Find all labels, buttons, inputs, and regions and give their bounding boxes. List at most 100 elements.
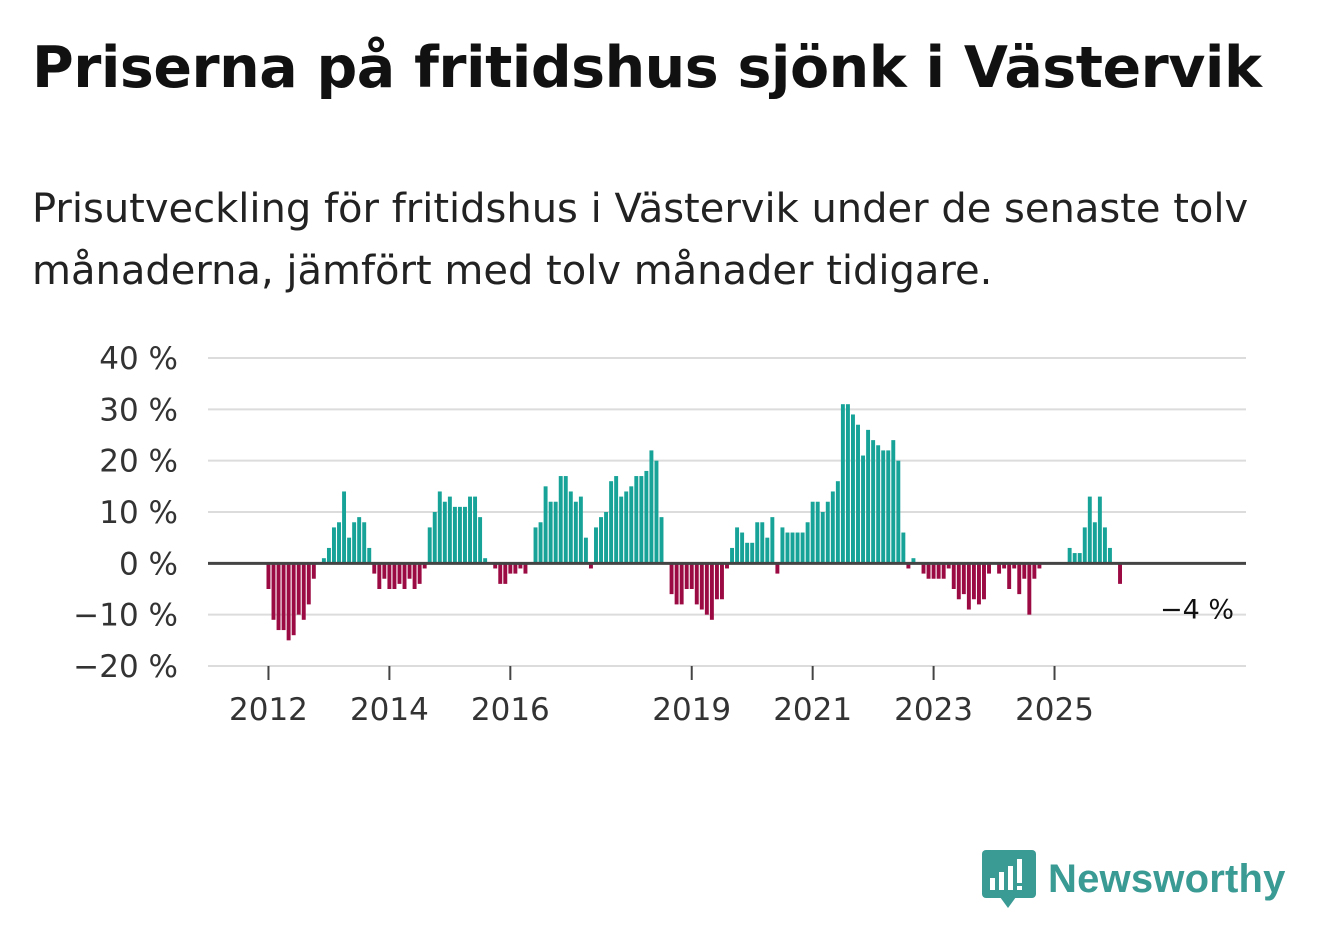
x-tick-label: 2021 bbox=[773, 692, 852, 728]
bar bbox=[982, 563, 986, 600]
bar bbox=[382, 563, 387, 579]
bar bbox=[447, 496, 452, 564]
bar bbox=[624, 491, 629, 564]
y-tick-label: 0 % bbox=[119, 546, 178, 582]
bar bbox=[563, 476, 568, 564]
bar bbox=[533, 527, 538, 564]
bar bbox=[1007, 563, 1012, 589]
bar bbox=[750, 542, 755, 564]
bar bbox=[871, 440, 876, 564]
bar bbox=[684, 563, 689, 589]
bar bbox=[1027, 563, 1032, 615]
bar bbox=[740, 532, 745, 564]
bar bbox=[422, 563, 427, 569]
bar bbox=[921, 563, 926, 574]
bar bbox=[1022, 563, 1027, 579]
last-value-annotation: −4 % bbox=[1160, 595, 1234, 626]
bar bbox=[800, 532, 805, 564]
bar bbox=[851, 414, 855, 564]
bar bbox=[437, 491, 442, 564]
bar bbox=[644, 470, 649, 564]
bar bbox=[387, 563, 392, 589]
bar bbox=[987, 563, 991, 574]
x-tick-label: 2014 bbox=[350, 692, 429, 728]
x-tick-label: 2016 bbox=[471, 692, 550, 728]
bar bbox=[785, 532, 790, 564]
bar bbox=[478, 517, 483, 564]
bar bbox=[654, 460, 659, 564]
bar bbox=[568, 491, 573, 564]
bar bbox=[588, 563, 593, 569]
bar bbox=[679, 563, 684, 605]
bar bbox=[1072, 553, 1077, 564]
bar bbox=[609, 481, 614, 564]
x-tick-label: 2025 bbox=[1015, 692, 1094, 728]
bar bbox=[795, 532, 800, 564]
bar-chart-speech-bubble-icon bbox=[982, 850, 1036, 908]
bar bbox=[745, 542, 750, 564]
bar bbox=[347, 537, 352, 564]
bar bbox=[845, 404, 850, 564]
bar bbox=[286, 563, 291, 641]
bar bbox=[674, 563, 679, 605]
bar bbox=[931, 563, 936, 579]
bar bbox=[861, 455, 866, 564]
bar bbox=[326, 547, 331, 564]
bar bbox=[906, 563, 911, 569]
bar bbox=[835, 481, 840, 564]
bar bbox=[498, 563, 503, 584]
bar-chart: 40 %30 %20 %10 %0 %−10 %−20 % 2012 2014 20… bbox=[73, 341, 1246, 728]
bar bbox=[1102, 527, 1107, 564]
bar bbox=[281, 563, 286, 631]
bar bbox=[780, 527, 785, 564]
y-tick-label: 40 % bbox=[99, 341, 178, 377]
bar bbox=[594, 527, 598, 564]
bar bbox=[468, 496, 472, 564]
bar bbox=[538, 522, 543, 564]
bar bbox=[966, 563, 971, 610]
bar bbox=[342, 491, 347, 564]
bar bbox=[790, 532, 795, 564]
bar bbox=[619, 496, 624, 564]
bar bbox=[337, 522, 341, 564]
bar bbox=[689, 563, 694, 589]
bar bbox=[553, 501, 558, 564]
bar bbox=[583, 537, 588, 564]
bar bbox=[377, 563, 382, 589]
bar bbox=[291, 563, 296, 636]
bar bbox=[508, 563, 513, 574]
bar bbox=[483, 558, 488, 564]
bar bbox=[1087, 496, 1092, 564]
bar bbox=[1037, 563, 1042, 569]
bar bbox=[820, 512, 825, 564]
chart-subtitle: Prisutveckling för fritidshus i Västervi… bbox=[32, 186, 1249, 294]
bar bbox=[775, 563, 780, 574]
y-axis-ticks: 40 % 30 % 20 % 10 % 0 % −10 % −20 % bbox=[73, 341, 178, 685]
bar bbox=[1067, 547, 1072, 564]
bar bbox=[896, 460, 901, 564]
bar bbox=[367, 547, 372, 564]
bar bbox=[971, 563, 976, 600]
bar bbox=[276, 563, 281, 631]
chart-title: Priserna på fritidshus sjönk i Västervik bbox=[32, 35, 1262, 101]
bar bbox=[709, 563, 714, 620]
bar bbox=[840, 404, 845, 564]
bar bbox=[392, 563, 397, 589]
bar bbox=[946, 563, 951, 569]
bar bbox=[815, 501, 820, 564]
bar bbox=[311, 563, 316, 579]
bar bbox=[669, 563, 674, 595]
bar bbox=[321, 558, 326, 564]
bar bbox=[956, 563, 961, 600]
bar bbox=[639, 476, 644, 564]
bar bbox=[770, 517, 775, 564]
bar bbox=[452, 506, 457, 564]
bar bbox=[1017, 563, 1022, 595]
bar bbox=[473, 496, 478, 564]
bar bbox=[765, 537, 770, 564]
bar bbox=[296, 563, 301, 615]
bar bbox=[614, 476, 619, 564]
bar bbox=[997, 563, 1002, 574]
bar bbox=[362, 522, 367, 564]
bar bbox=[372, 563, 377, 574]
